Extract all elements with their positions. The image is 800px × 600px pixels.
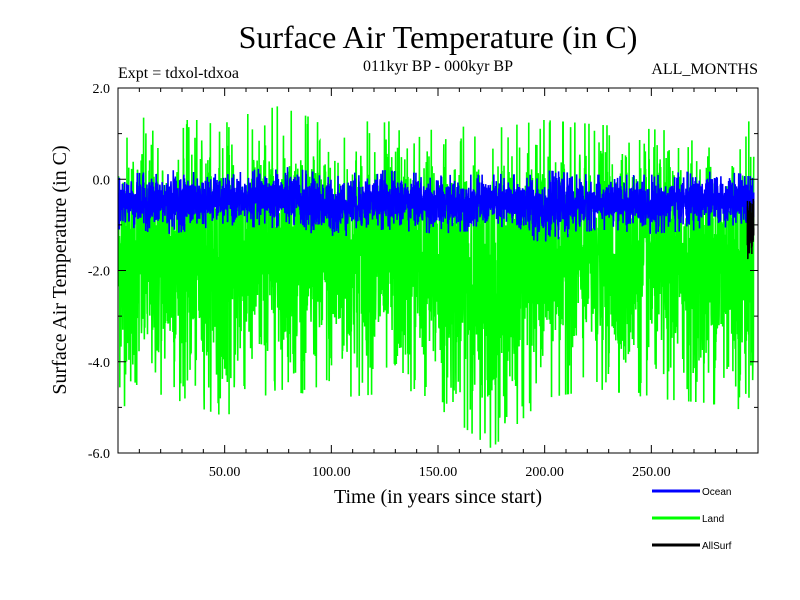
legend: Ocean Land AllSurf (652, 487, 732, 552)
x-tick-label: 50.00 (209, 465, 241, 480)
experiment-label: Expt = tdxol-tdxoa (118, 65, 239, 82)
x-tick-label: 150.00 (419, 465, 458, 480)
ticks-layer: 50.00 100.00 150.00 200.00 250.00 -6.0 -4.0 -2.… (88, 82, 758, 480)
x-tick-label: 250.00 (632, 465, 671, 480)
y-tick-label: -4.0 (88, 356, 110, 371)
x-tick-label: 200.00 (525, 465, 564, 480)
series-line-allsurf (746, 198, 755, 260)
series-line-ocean (118, 167, 755, 242)
legend-label-ocean: Ocean (702, 487, 731, 498)
x-axis-label: Time (in years since start) (334, 486, 542, 508)
series-line-land (118, 106, 755, 448)
y-tick-label: -2.0 (88, 265, 110, 280)
x-tick-label: 100.00 (312, 465, 351, 480)
y-tick-label: 0.0 (93, 173, 111, 188)
legend-label-land: Land (702, 514, 724, 525)
chart-subtitle: 011kyr BP - 000kyr BP (363, 58, 513, 75)
plot-area: 50.00 100.00 150.00 200.00 250.00 -6.0 -4.0 -2.… (88, 82, 759, 480)
y-axis-label: Surface Air Temperature (in C) (49, 145, 71, 394)
y-tick-label: 2.0 (93, 82, 111, 97)
season-label: ALL_MONTHS (651, 61, 758, 78)
y-tick-label: -6.0 (88, 447, 110, 462)
series-layer (118, 106, 755, 448)
legend-label-allsurf: AllSurf (702, 541, 732, 552)
chart-title: Surface Air Temperature (in C) (239, 19, 638, 55)
